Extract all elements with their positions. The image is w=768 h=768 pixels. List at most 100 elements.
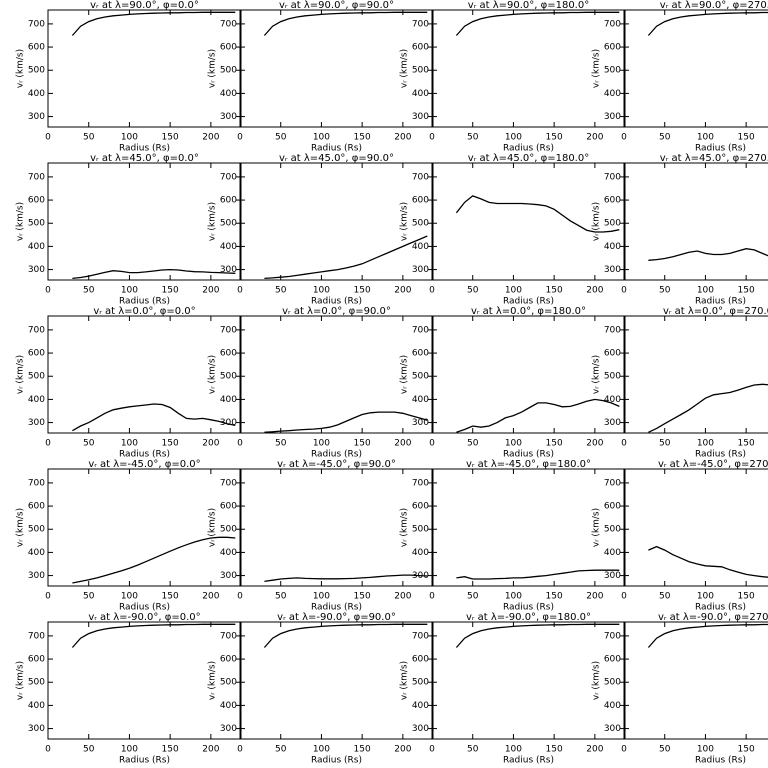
plot-frame [239,9,434,128]
y-tick-label: 500 [412,525,429,535]
y-tick-label: 300 [412,112,429,122]
x-tick-label: 50 [83,745,95,755]
y-tick-label: 500 [220,372,237,382]
x-axis-label: Radius (Rs) [119,756,170,766]
y-tick-label: 400 [412,548,429,558]
panel: vᵣ at λ=0.0°, φ=0.0° 300 400 500 600 700 0 50 10… [16,306,242,460]
y-tick-label: 700 [28,172,45,182]
x-tick-label: 0 [621,745,627,755]
plot-frame [239,162,434,281]
y-tick-label: 500 [220,525,237,535]
x-tick-label: 100 [697,286,714,296]
x-tick-label: 150 [546,592,563,602]
y-tick-label: 400 [604,242,621,252]
plot-frame [623,9,768,128]
x-tick-label: 150 [738,286,755,296]
x-tick-label: 50 [275,286,287,296]
plot-frame [431,162,626,281]
y-tick-label: 400 [604,548,621,558]
y-tick-label: 500 [604,372,621,382]
x-tick-label: 0 [621,439,627,449]
x-tick-label: 150 [738,439,755,449]
y-tick-label: 400 [604,701,621,711]
x-tick-label: 50 [467,592,479,602]
y-tick-label: 500 [412,66,429,76]
x-tick-label: 0 [45,286,51,296]
x-axis-label: Radius (Rs) [119,297,170,307]
x-tick-label: 150 [546,286,563,296]
y-tick-label: 500 [604,678,621,688]
y-tick-label: 300 [604,571,621,581]
x-axis-label: Radius (Rs) [695,603,746,613]
y-tick-label: 700 [220,631,237,641]
x-tick-label: 200 [586,286,603,296]
y-axis-label: vᵣ (km/s) [16,661,26,700]
y-axis-label: vᵣ (km/s) [400,355,410,394]
x-tick-label: 0 [45,745,51,755]
x-axis-label: Radius (Rs) [311,450,362,460]
x-tick-label: 100 [505,745,522,755]
x-tick-label: 100 [313,286,330,296]
panel: vᵣ at λ=-90.0°, φ=180.0°3004005006007000… [400,612,626,766]
x-tick-label: 100 [121,439,138,449]
panel-title: vᵣ at λ=0.0°, φ=0.0° [93,306,195,317]
x-tick-label: 150 [738,592,755,602]
y-tick-label: 600 [412,655,429,665]
y-tick-label: 600 [28,655,45,665]
data-line [72,268,236,280]
y-tick-label: 700 [412,631,429,641]
x-tick-label: 200 [202,286,219,296]
y-tick-label: 600 [604,349,621,359]
data-line [263,11,428,36]
y-tick-label: 500 [220,219,237,229]
panel-title: vᵣ at λ=-45.0°, φ=180.0° [466,459,591,470]
data-line [455,623,620,648]
panel-title: vᵣ at λ=-90.0°, φ=0.0° [88,612,200,623]
y-tick-label: 400 [220,701,237,711]
plot-frame [623,621,768,740]
y-tick-label: 400 [604,89,621,99]
x-tick-label: 0 [45,592,51,602]
y-tick-label: 500 [412,372,429,382]
x-tick-label: 100 [313,133,330,143]
y-tick-label: 400 [220,395,237,405]
panel: vᵣ at λ=90.0°, φ=0.0° 300 400 500 600 700 0 50 1… [16,0,242,154]
panel-title: vᵣ at λ=0.0°, φ=180.0° [471,306,586,317]
x-axis-label: Radius (Rs) [119,603,170,613]
x-tick-label: 100 [505,439,522,449]
x-tick-label: 150 [546,745,563,755]
x-tick-label: 150 [354,745,371,755]
y-axis-label: vᵣ (km/s) [16,508,26,547]
x-tick-label: 50 [659,439,671,449]
y-tick-label: 300 [28,724,45,734]
y-tick-label: 600 [604,43,621,53]
data-line [72,536,236,584]
x-tick-label: 200 [394,439,411,449]
y-tick-label: 400 [412,89,429,99]
y-tick-label: 500 [28,219,45,229]
x-tick-label: 200 [394,592,411,602]
x-tick-label: 150 [354,439,371,449]
panel-title: vᵣ at λ=0.0°, φ=90.0° [282,306,391,317]
y-tick-label: 300 [220,418,237,428]
x-tick-label: 100 [505,592,522,602]
y-tick-label: 600 [412,196,429,206]
x-tick-label: 50 [659,286,671,296]
y-tick-label: 700 [604,19,621,29]
y-tick-label: 300 [220,571,237,581]
panel-title: vᵣ at λ=45.0°, φ=180.0° [468,153,589,164]
x-axis-label: Radius (Rs) [695,756,746,766]
plot-frame [47,315,242,434]
x-tick-label: 50 [467,439,479,449]
x-tick-label: 150 [162,439,179,449]
x-tick-label: 100 [121,745,138,755]
y-tick-label: 300 [220,112,237,122]
panel: vᵣ at λ=45.0°, φ=270.0° 300 400 500 600 700 0 5… [592,153,768,307]
x-tick-label: 0 [429,133,435,143]
data-line [647,623,768,648]
y-tick-label: 400 [28,701,45,711]
